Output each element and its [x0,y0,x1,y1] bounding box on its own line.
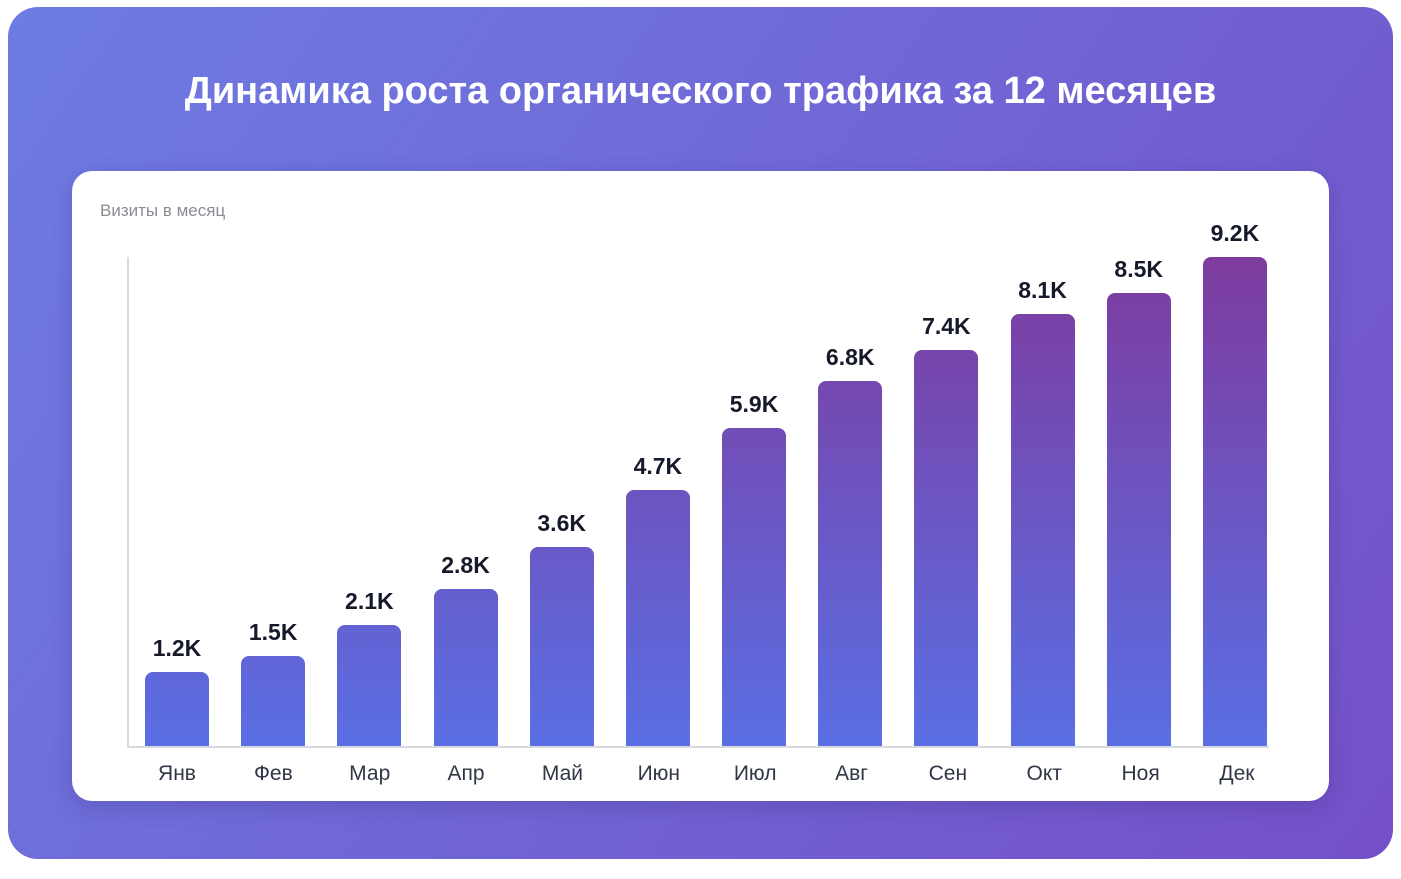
x-axis-label: Окт [1026,761,1062,785]
bar [818,380,883,746]
bar-value-label: 4.7K [633,452,683,479]
x-axis-label: Янв [158,761,196,785]
bar-value-label: 3.6K [537,509,586,536]
bar [529,546,594,746]
x-axis-label: Ноя [1121,761,1160,785]
x-axis-labels: Янв Фев Мар Апр Май Июн Июл Авг Сен Окт Ноя Дек [129,748,1271,786]
x-axis-label: Дек [1219,761,1255,785]
bar-column: 7.4K [914,312,979,746]
bar [433,588,498,746]
bar-column: 1.2K [145,635,209,746]
bar-column: 9.2K [1202,219,1267,746]
bar [145,671,209,746]
bar-column: 3.6K [529,509,594,746]
bars-container: 1.2K 1.5K 2.1K 2.8K 3.6K 4.7K 5.9K 6.8K 7.4K 8.1K… [129,220,1269,746]
bar [241,655,306,746]
bar [337,624,402,746]
bar-value-label: 5.9K [729,390,779,417]
bar [1010,313,1075,746]
bar [625,489,690,746]
bar-column: 8.1K [1010,276,1075,746]
bar-value-label: 2.8K [441,551,490,578]
bar-value-label: 1.2K [152,634,202,661]
x-axis-label: Июн [637,761,681,785]
page-title: Динамика роста органического трафика за … [184,70,1217,112]
bar [722,427,787,746]
bar-value-label: 2.1K [345,587,394,614]
bar [914,349,979,746]
x-axis-label: Фев [253,761,293,785]
x-axis-label: Апр [447,761,485,785]
plot-area: 1.2K 1.5K 2.1K 2.8K 3.6K 4.7K 5.9K 6.8K 7.4K 8.1K… [127,220,1269,748]
bar-value-label: 9.2K [1210,219,1260,246]
bar-column: 2.8K [433,551,498,746]
bar-value-label: 6.8K [825,343,875,370]
bar-value-label: 8.1K [1018,276,1067,303]
bar [1202,256,1267,746]
bar-value-label: 7.4K [922,312,971,339]
bar [1106,292,1171,746]
bar-column: 4.7K [625,452,690,746]
x-axis-label: Май [541,761,583,785]
x-axis-label: Июл [733,761,777,785]
bar-column: 6.8K [818,343,883,746]
bar-value-label: 1.5K [248,618,298,645]
bar-column: 5.9K [722,390,787,746]
bar-value-label: 8.5K [1114,255,1164,282]
y-axis-title: Визиты в месяц [100,200,226,220]
chart-card: Визиты в месяц 1.2K 1.5K 2.1K 2.8K 3.6K 4.7K 5… [72,170,1329,801]
bar-column: 2.1K [337,587,402,746]
bar-column: 1.5K [241,618,306,746]
x-axis-label: Авг [835,761,868,785]
background-panel: Динамика роста органического трафика за … [8,7,1393,859]
x-axis-label: Мар [349,761,391,785]
x-axis-label: Сен [928,761,968,785]
bar-column: 8.5K [1106,255,1171,746]
